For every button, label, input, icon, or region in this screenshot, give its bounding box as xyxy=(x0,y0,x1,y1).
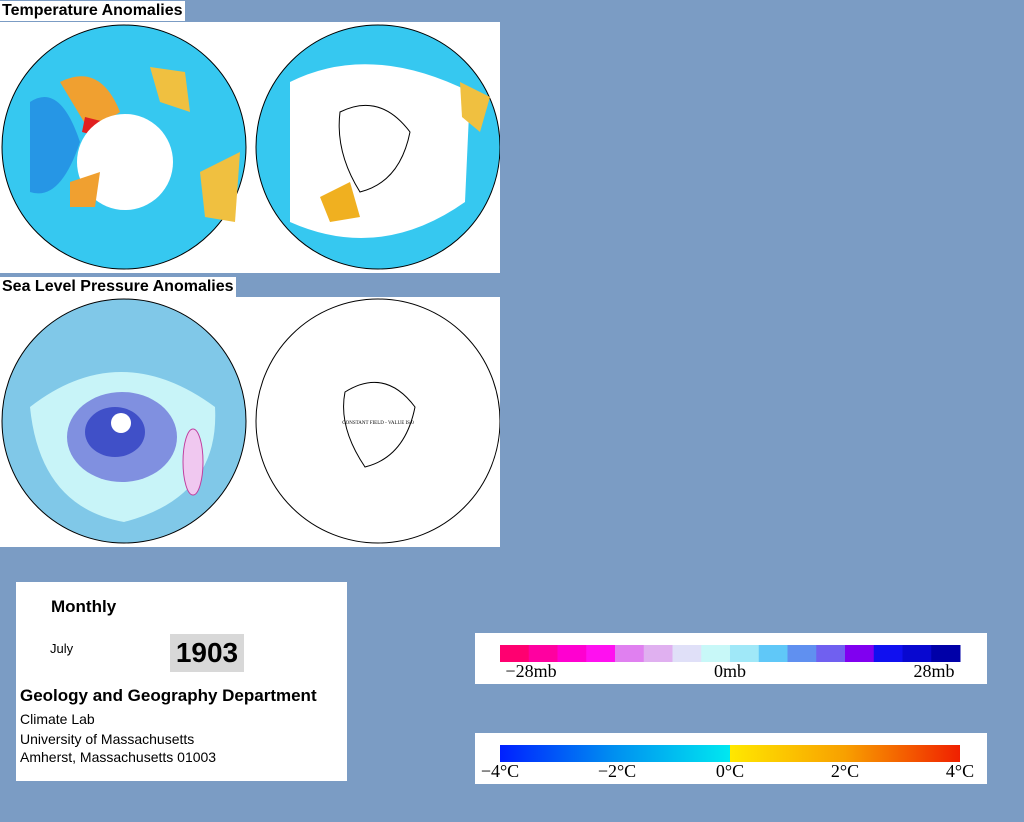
color-swatch xyxy=(758,645,788,662)
color-swatch xyxy=(787,645,817,662)
warm-patch xyxy=(320,182,360,222)
color-swatch xyxy=(643,645,673,662)
warm-patch xyxy=(70,172,100,207)
color-swatch xyxy=(557,645,587,662)
address-line: University of Massachusetts xyxy=(20,731,195,747)
temperature-title: Temperature Anomalies xyxy=(0,1,185,21)
south-hemisphere xyxy=(255,298,500,544)
address-line: Amherst, Massachusetts 01003 xyxy=(20,749,217,765)
legend-label: 28mb xyxy=(913,661,954,681)
month: July xyxy=(50,641,74,656)
cold-patch xyxy=(30,97,80,194)
warm-patch xyxy=(460,82,490,132)
missing-data xyxy=(290,64,470,238)
legend-label: −4°C xyxy=(481,761,519,781)
color-swatch xyxy=(672,645,702,662)
pressure-maps: CONSTANT FIELD - VALUE IS 0 xyxy=(0,297,500,547)
legend-label: −2°C xyxy=(598,761,636,781)
period: Monthly xyxy=(51,597,117,616)
temperature-legend: −4°C −2°C 0°C 2°C 4°C xyxy=(475,733,987,784)
pressure-title: Sea Level Pressure Anomalies xyxy=(0,277,236,297)
legend-label: 0mb xyxy=(714,661,746,681)
color-swatch xyxy=(528,645,558,662)
legend-label: −28mb xyxy=(505,661,556,681)
color-swatch xyxy=(873,645,903,662)
warm-patch xyxy=(150,67,190,112)
color-swatch xyxy=(931,645,961,662)
pressure-colorbar xyxy=(500,645,961,662)
missing-data xyxy=(111,413,131,433)
high-pressure xyxy=(182,428,204,496)
color-swatch xyxy=(701,645,731,662)
color-swatch xyxy=(615,645,645,662)
department: Geology and Geography Department xyxy=(20,686,317,705)
color-swatch xyxy=(586,645,616,662)
pressure-legend: −28mb 0mb 28mb xyxy=(475,633,987,684)
temperature-maps xyxy=(0,22,500,273)
color-swatch xyxy=(730,645,760,662)
address-line: Climate Lab xyxy=(20,711,95,727)
color-swatch xyxy=(902,645,932,662)
legend-label: 2°C xyxy=(831,761,859,781)
antarctica xyxy=(343,381,416,468)
year: 1903 xyxy=(170,634,244,672)
low-pressure-core xyxy=(85,407,145,457)
temperature-colorbar xyxy=(500,745,960,762)
legend-label: 0°C xyxy=(716,761,744,781)
constant-note: CONSTANT FIELD - VALUE IS 0 xyxy=(342,421,414,426)
color-swatch xyxy=(816,645,846,662)
legend-label: 4°C xyxy=(946,761,974,781)
warm-patch xyxy=(60,76,120,132)
missing-data xyxy=(77,114,173,210)
antarctica xyxy=(338,104,411,193)
info-box: Monthly July 1903 Geology and Geography … xyxy=(16,582,347,781)
warm-patch xyxy=(200,152,240,222)
color-swatch xyxy=(500,645,530,662)
color-swatch xyxy=(845,645,875,662)
